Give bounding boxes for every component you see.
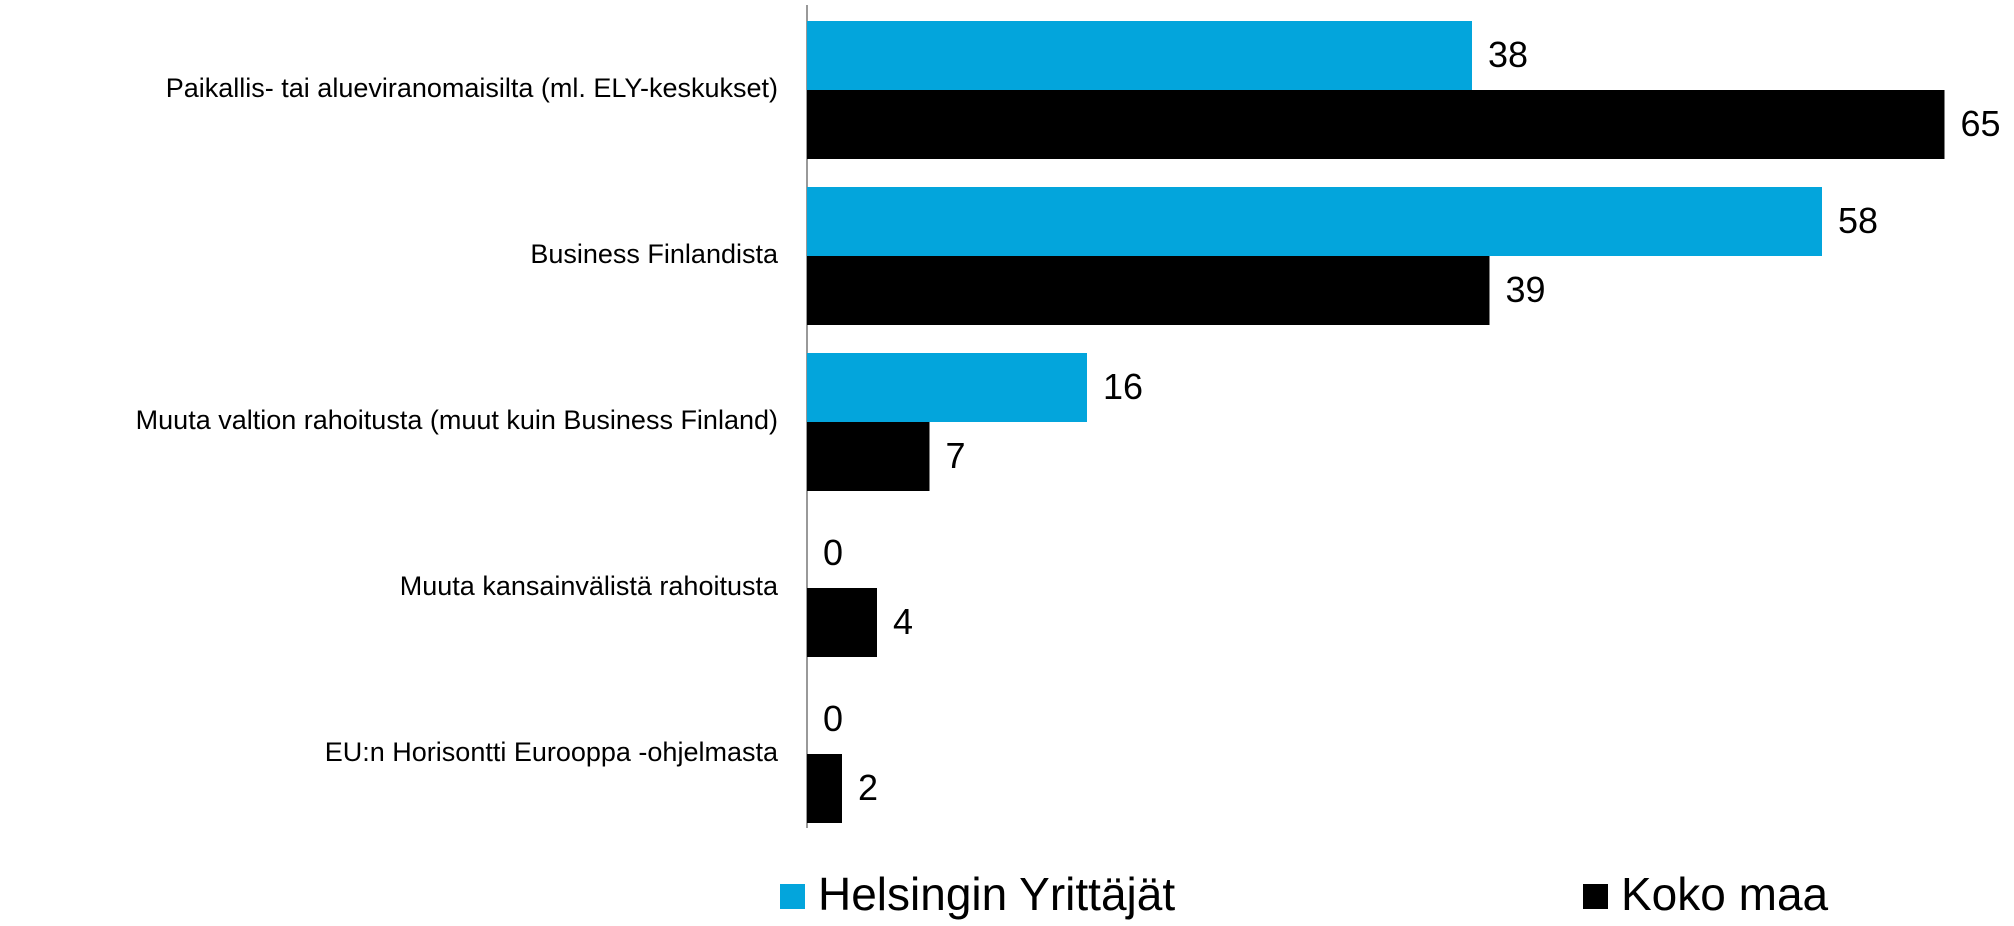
bar: [807, 353, 1087, 422]
category-label: Muuta kansainvälistä rahoitusta: [400, 571, 779, 601]
bar: [807, 754, 842, 823]
value-label: 0: [823, 698, 843, 739]
category-label: Business Finlandista: [530, 239, 779, 269]
value-label: 58: [1838, 200, 1878, 241]
bar: [807, 187, 1822, 256]
legend-label: Koko maa: [1621, 868, 1829, 920]
legend-swatch: [780, 884, 805, 909]
value-label: 16: [1103, 366, 1143, 407]
value-label: 4: [893, 601, 913, 642]
value-label: 65: [1961, 103, 2001, 144]
category-label: Paikallis- tai alueviranomaisilta (ml. E…: [166, 73, 778, 103]
value-label: 39: [1506, 269, 1546, 310]
bar: [807, 21, 1472, 90]
category-label: EU:n Horisontti Eurooppa -ohjelmasta: [325, 737, 779, 767]
bar: [807, 256, 1490, 325]
bar: [807, 90, 1945, 159]
legend-label: Helsingin Yrittäjät: [818, 868, 1175, 920]
bar: [807, 588, 877, 657]
value-label: 38: [1488, 34, 1528, 75]
legend-swatch: [1583, 884, 1608, 909]
bar: [807, 422, 930, 491]
value-label: 0: [823, 532, 843, 573]
value-label: 7: [946, 435, 966, 476]
category-label: Muuta valtion rahoitusta (muut kuin Busi…: [136, 405, 778, 435]
value-label: 2: [858, 767, 878, 808]
